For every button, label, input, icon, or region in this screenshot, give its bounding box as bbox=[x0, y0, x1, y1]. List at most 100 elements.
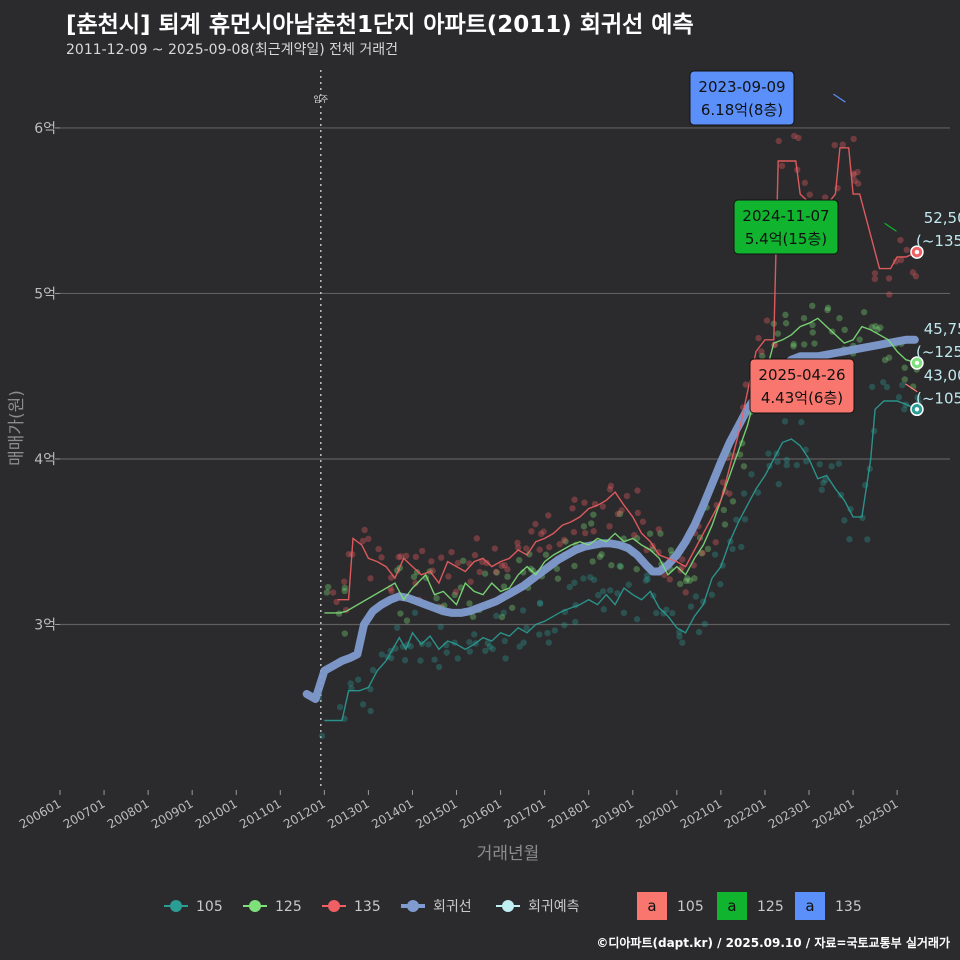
trade-point-105 bbox=[798, 418, 805, 426]
trade-point-105 bbox=[551, 627, 558, 634]
x-tick-label: 201501 bbox=[413, 796, 460, 831]
trade-point-135 bbox=[402, 552, 410, 560]
trade-point-125 bbox=[504, 573, 511, 580]
trade-point-135 bbox=[791, 132, 798, 140]
trade-point-125 bbox=[323, 589, 331, 596]
trade-point-125 bbox=[686, 577, 693, 584]
credit-text: ©디아파트(dapt.kr) / 2025.09.10 / 자료=국토교통부 실… bbox=[596, 936, 950, 950]
trade-point-105 bbox=[466, 638, 473, 646]
trade-point-135 bbox=[909, 269, 917, 276]
trade-point-135 bbox=[515, 544, 522, 551]
trade-point-105 bbox=[369, 666, 377, 674]
chart-title: [춘천시] 퇴계 휴먼시아남춘천1단지 아파트(2011) 회귀선 예측 bbox=[66, 12, 694, 38]
trade-point-105 bbox=[847, 505, 854, 513]
trade-point-135 bbox=[655, 526, 663, 533]
trade-point-125 bbox=[877, 324, 884, 331]
y-tick-label: 4억 bbox=[34, 452, 56, 468]
trade-point-135 bbox=[476, 568, 483, 576]
trade-point-125 bbox=[729, 498, 737, 505]
y-tick-label: 3억 bbox=[34, 617, 56, 633]
trade-point-105 bbox=[401, 656, 409, 664]
trade-point-125 bbox=[836, 315, 843, 322]
trade-point-125 bbox=[451, 591, 458, 599]
trade-point-105 bbox=[599, 588, 607, 595]
trade-point-105 bbox=[741, 516, 749, 523]
trade-point-125 bbox=[397, 610, 404, 617]
trade-point-135 bbox=[618, 507, 625, 514]
trade-point-125 bbox=[466, 600, 473, 607]
trade-point-125 bbox=[460, 557, 467, 565]
trade-point-135 bbox=[885, 275, 893, 282]
trade-point-125 bbox=[341, 587, 348, 595]
trade-point-135 bbox=[606, 523, 613, 530]
trade-point-125 bbox=[526, 550, 533, 558]
trade-point-105 bbox=[580, 575, 587, 582]
trade-point-135 bbox=[514, 539, 521, 547]
trade-point-135 bbox=[479, 558, 486, 566]
legend-box-glyph: a bbox=[805, 897, 814, 915]
legend-box-glyph: a bbox=[647, 897, 656, 915]
trade-point-135 bbox=[775, 137, 782, 145]
x-tick-label: 202301 bbox=[766, 796, 813, 831]
trade-point-125 bbox=[590, 511, 597, 518]
trade-point-135 bbox=[639, 518, 647, 525]
trade-point-125 bbox=[790, 340, 797, 348]
x-tick-label: 201601 bbox=[457, 796, 504, 831]
trade-point-105 bbox=[595, 591, 602, 599]
move-in-label: 입주 bbox=[313, 95, 328, 104]
trade-point-105 bbox=[733, 516, 740, 523]
trade-point-135 bbox=[903, 246, 910, 254]
annotation-date: 2023-09-09 bbox=[698, 78, 785, 96]
trade-point-105 bbox=[431, 656, 438, 663]
legend-box-glyph: a bbox=[727, 897, 736, 915]
trade-point-125 bbox=[527, 565, 535, 573]
trade-point-125 bbox=[790, 342, 797, 350]
annotation-price: 5.4억(15층) bbox=[745, 230, 827, 248]
annotation-mark bbox=[884, 222, 897, 232]
trade-point-105 bbox=[417, 657, 424, 664]
trade-point-105 bbox=[620, 609, 628, 617]
trade-point-105 bbox=[437, 623, 444, 631]
trade-point-125 bbox=[800, 314, 808, 322]
trade-point-105 bbox=[600, 606, 607, 613]
trade-point-125 bbox=[809, 329, 816, 336]
trade-point-125 bbox=[856, 336, 863, 343]
trade-point-135 bbox=[614, 510, 622, 518]
trade-point-135 bbox=[473, 535, 481, 542]
trade-point-135 bbox=[831, 141, 838, 149]
y-axis-title: 매매가(원) bbox=[7, 390, 27, 466]
scatter-points bbox=[315, 132, 922, 740]
trade-point-105 bbox=[644, 576, 651, 583]
trade-point-125 bbox=[554, 575, 562, 582]
trade-point-135 bbox=[378, 554, 385, 561]
trade-point-135 bbox=[329, 589, 337, 596]
trade-point-135 bbox=[452, 588, 460, 596]
trade-point-135 bbox=[545, 512, 552, 519]
trade-point-125 bbox=[874, 326, 881, 333]
trade-point-105 bbox=[717, 581, 724, 588]
x-tick-label: 201001 bbox=[193, 796, 240, 831]
trade-point-105 bbox=[802, 458, 810, 465]
trade-point-105 bbox=[411, 609, 419, 616]
trade-point-135 bbox=[569, 505, 576, 512]
trade-point-105 bbox=[500, 609, 508, 616]
trade-point-125 bbox=[872, 323, 879, 330]
trade-point-135 bbox=[795, 134, 802, 142]
y-tick-label: 6억 bbox=[34, 121, 56, 137]
trade-point-125 bbox=[616, 510, 624, 518]
trade-point-105 bbox=[835, 460, 843, 467]
trade-point-125 bbox=[801, 341, 808, 348]
trade-point-135 bbox=[839, 141, 846, 148]
annotation-box bbox=[733, 199, 839, 255]
legend-label: 회귀예측 bbox=[528, 899, 580, 915]
trade-point-105 bbox=[336, 703, 344, 711]
legend-dot-swatch bbox=[502, 900, 514, 912]
trade-point-135 bbox=[412, 553, 420, 561]
trade-point-105 bbox=[868, 383, 876, 391]
trade-point-125 bbox=[881, 356, 889, 364]
trade-point-135 bbox=[345, 550, 353, 558]
x-tick-label: 200601 bbox=[17, 796, 64, 831]
trade-point-125 bbox=[410, 573, 418, 581]
trade-point-125 bbox=[684, 575, 691, 582]
trade-point-105 bbox=[914, 394, 921, 401]
